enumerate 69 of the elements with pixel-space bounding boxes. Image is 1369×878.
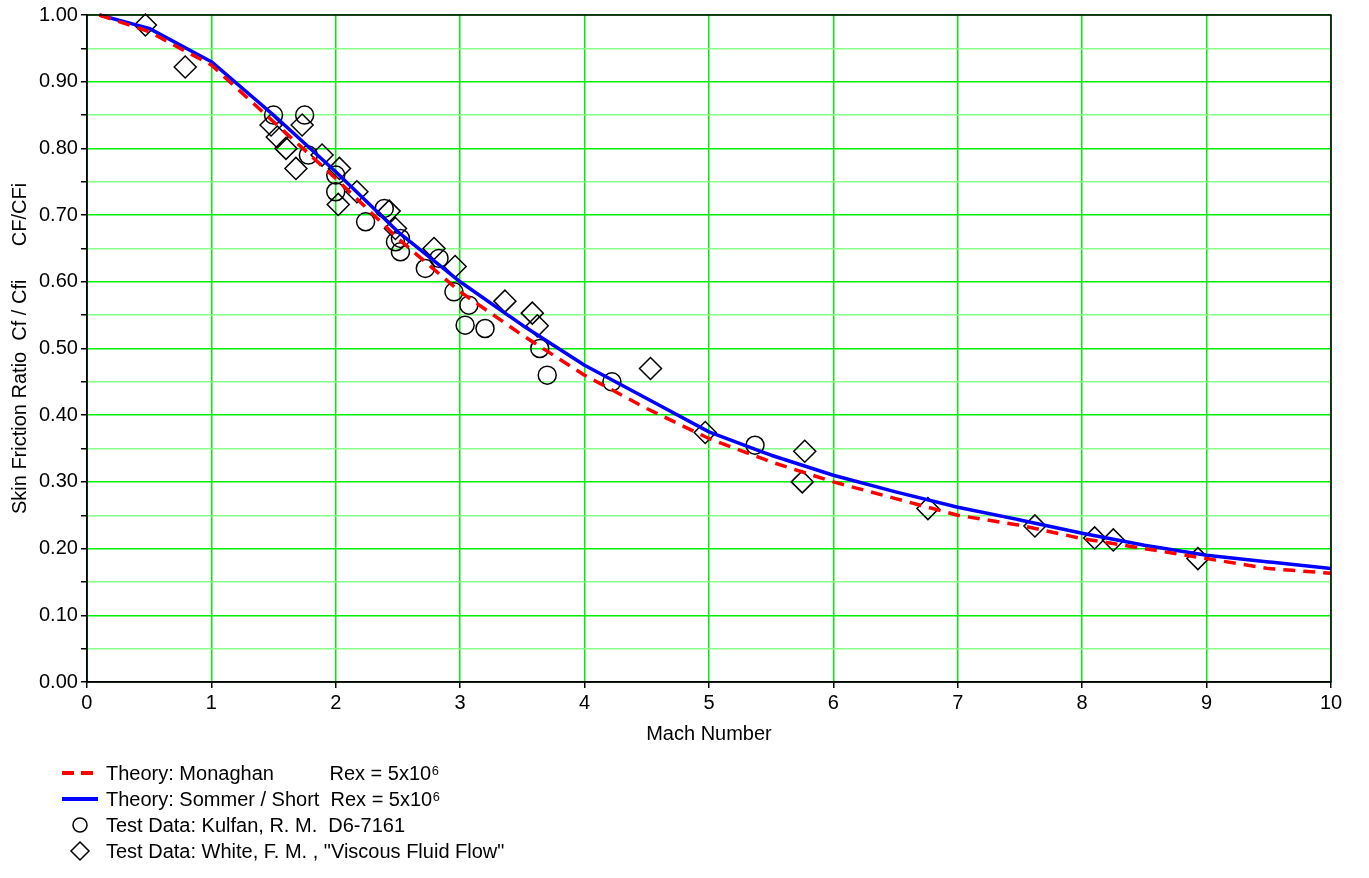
point — [916, 496, 940, 521]
point — [1101, 528, 1126, 552]
legend-label: Theory: Monaghan Rex = 5x10⁶ — [106, 761, 440, 786]
point — [422, 236, 446, 261]
x-tick-label: 8 — [1076, 690, 1088, 713]
y-tick-label: 0.40 — [38, 402, 78, 425]
x-tick-label: 3 — [454, 690, 466, 713]
point — [455, 315, 475, 335]
x-tick-label: 5 — [703, 690, 715, 713]
x-tick-label: 2 — [330, 690, 342, 713]
point — [390, 228, 411, 249]
point — [310, 143, 334, 167]
point — [325, 165, 346, 185]
point — [493, 289, 517, 313]
point — [290, 113, 314, 137]
point — [259, 113, 283, 137]
point — [294, 105, 315, 125]
y-tick-label: 1.00 — [38, 2, 78, 25]
point — [327, 156, 352, 181]
point — [173, 55, 197, 79]
point — [355, 212, 376, 232]
point — [602, 372, 622, 392]
point — [520, 301, 545, 325]
point — [265, 125, 290, 149]
y-tick-label: 0.30 — [38, 469, 78, 492]
x-axis-title: Mach Number — [646, 721, 773, 744]
point — [284, 156, 308, 181]
point — [326, 192, 350, 217]
y-tick-label: 0.20 — [38, 536, 78, 559]
point — [263, 105, 284, 125]
point — [1082, 526, 1107, 550]
point — [345, 180, 369, 204]
x-tick-label: 7 — [952, 690, 964, 713]
point — [444, 282, 464, 302]
y-tick-label: 0.70 — [38, 202, 78, 225]
point — [274, 136, 298, 161]
point — [1023, 514, 1047, 538]
point — [383, 216, 408, 241]
point — [415, 258, 436, 279]
point — [429, 248, 449, 269]
y-tick-label: 0.00 — [38, 669, 78, 692]
point — [537, 365, 557, 385]
x-tick-label: 9 — [1201, 690, 1213, 713]
y-axis-title: Skin Friction Ratio Cf / Cfi CF/CFi — [7, 182, 30, 515]
x-tick-label: 1 — [205, 690, 217, 713]
point — [374, 198, 395, 219]
point — [638, 356, 663, 381]
point — [459, 295, 479, 315]
point — [530, 338, 550, 359]
point — [298, 145, 319, 165]
y-tick-label: 0.90 — [38, 69, 78, 92]
y-tick-label: 0.60 — [38, 269, 78, 292]
x-tick-label: 6 — [827, 690, 839, 713]
x-tick-label: 4 — [578, 690, 591, 713]
y-tick-label: 0.50 — [38, 336, 78, 359]
y-tick-label: 0.80 — [38, 135, 78, 158]
point — [745, 435, 765, 455]
legend-label: Theory: Sommer / Short Rex = 5x10⁶ — [106, 787, 441, 812]
point — [133, 13, 158, 37]
point — [325, 182, 346, 202]
point — [793, 439, 817, 463]
point — [693, 420, 717, 445]
legend-label: Test Data: White, F. M. , "Viscous Fluid Flow" — [106, 839, 505, 864]
y-tick-label: 0.10 — [38, 602, 78, 625]
x-tick-label: 10 — [1319, 690, 1343, 713]
legend-label: Test Data: Kulfan, R. M. D6-7161 — [106, 813, 406, 838]
x-tick-label: 0 — [81, 690, 93, 713]
point — [475, 318, 495, 339]
point — [790, 470, 815, 494]
